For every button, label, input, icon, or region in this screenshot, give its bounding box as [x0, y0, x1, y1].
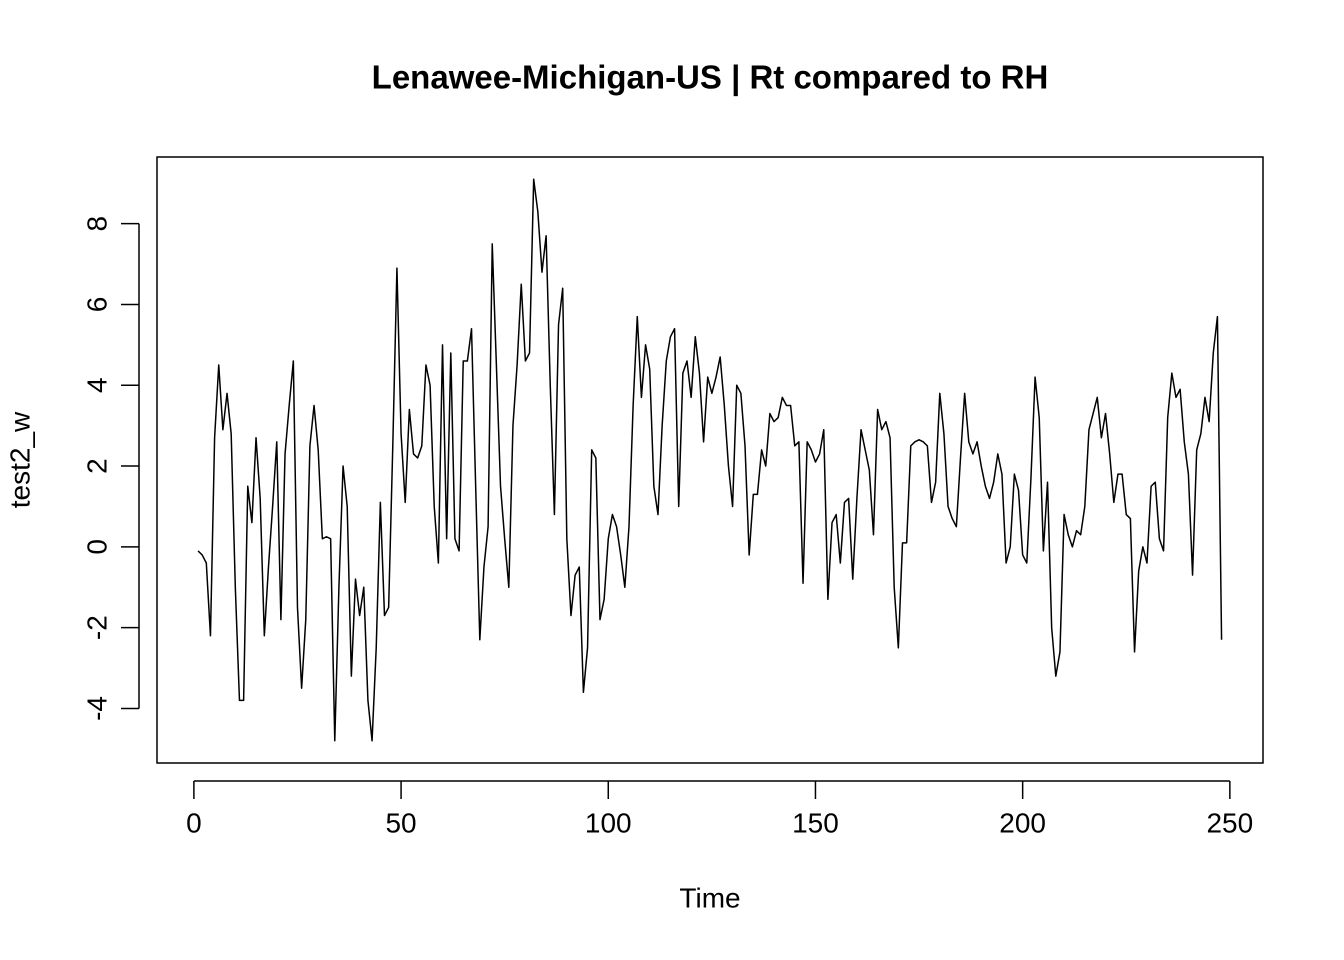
y-tick-label: 2: [81, 458, 112, 474]
x-tick-label: 100: [585, 807, 632, 838]
x-tick-label: 250: [1206, 807, 1253, 838]
x-tick-label: 50: [385, 807, 416, 838]
plot-frame: [156, 156, 1264, 764]
x-tick-label: 0: [186, 807, 202, 838]
y-tick-label: -2: [81, 615, 112, 640]
y-tick-label: -4: [81, 696, 112, 721]
y-tick-label: 6: [81, 297, 112, 313]
data-line: [197, 178, 1223, 742]
chart-title: Lenawee-Michigan-US | Rt compared to RH: [372, 59, 1049, 96]
x-tick-label: 200: [999, 807, 1046, 838]
y-tick-label: 8: [81, 216, 112, 232]
x-axis-label: Time: [679, 882, 740, 913]
x-tick-label: 150: [792, 807, 839, 838]
y-tick-label: 4: [81, 377, 112, 393]
y-axis-label: test2_w: [4, 411, 35, 508]
y-tick-label: 0: [81, 539, 112, 555]
